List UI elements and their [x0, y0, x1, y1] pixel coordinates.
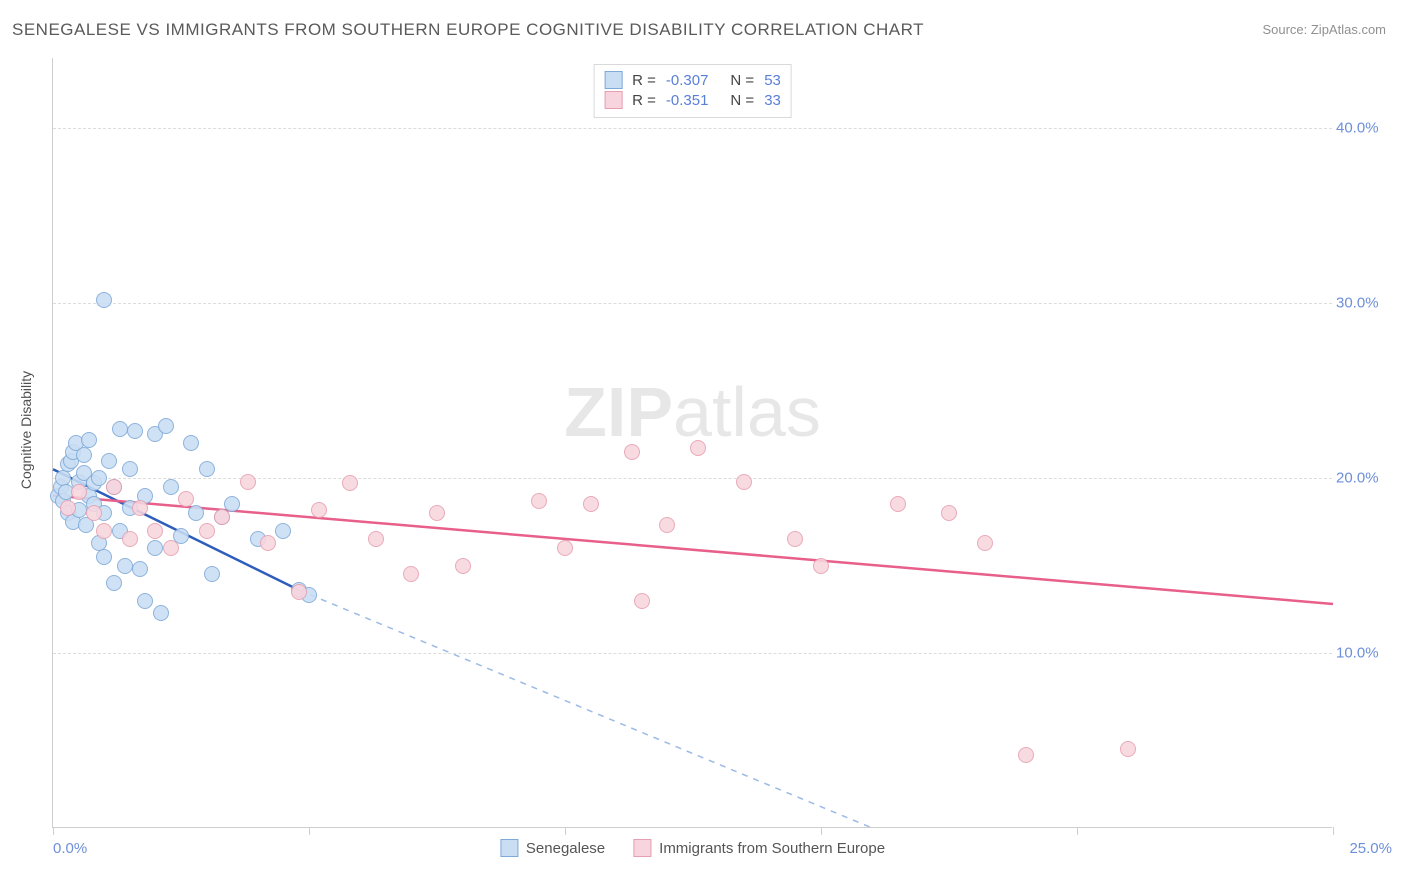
legend-item-1: Immigrants from Southern Europe [633, 839, 885, 857]
data-point-series-0 [96, 292, 112, 308]
data-point-series-1 [659, 517, 675, 533]
data-point-series-1 [60, 500, 76, 516]
data-point-series-0 [112, 421, 128, 437]
data-point-series-1 [557, 540, 573, 556]
data-point-series-1 [71, 484, 87, 500]
data-point-series-1 [291, 584, 307, 600]
data-point-series-1 [106, 479, 122, 495]
gridline-h [53, 653, 1332, 654]
chart-plot-area: ZIPatlas R = -0.307 N = 53 R = -0.351 N … [52, 58, 1332, 828]
data-point-series-1 [787, 531, 803, 547]
data-point-series-0 [158, 418, 174, 434]
trend-extrapolation-series-0 [299, 590, 872, 828]
data-point-series-1 [736, 474, 752, 490]
y-tick-label: 30.0% [1336, 295, 1396, 312]
bottom-legend: Senegalese Immigrants from Southern Euro… [500, 839, 885, 857]
data-point-series-1 [122, 531, 138, 547]
y-axis-title: Cognitive Disability [18, 371, 34, 489]
data-point-series-1 [163, 540, 179, 556]
data-point-series-1 [178, 491, 194, 507]
data-point-series-0 [76, 447, 92, 463]
data-point-series-1 [214, 509, 230, 525]
data-point-series-0 [132, 561, 148, 577]
data-point-series-0 [122, 461, 138, 477]
legend-label-1: Immigrants from Southern Europe [659, 840, 885, 857]
data-point-series-1 [941, 505, 957, 521]
data-point-series-0 [106, 575, 122, 591]
data-point-series-1 [368, 531, 384, 547]
data-point-series-1 [634, 593, 650, 609]
data-point-series-0 [81, 432, 97, 448]
data-point-series-1 [260, 535, 276, 551]
x-tick [1333, 827, 1334, 835]
data-point-series-1 [583, 496, 599, 512]
data-point-series-1 [429, 505, 445, 521]
x-tick [565, 827, 566, 835]
trend-line-series-1 [53, 496, 1333, 605]
data-point-series-0 [101, 453, 117, 469]
source-label: Source: ZipAtlas.com [1262, 22, 1386, 37]
data-point-series-1 [624, 444, 640, 460]
data-point-series-0 [275, 523, 291, 539]
x-tick-label-left: 0.0% [53, 840, 87, 857]
data-point-series-1 [531, 493, 547, 509]
data-point-series-0 [163, 479, 179, 495]
data-point-series-1 [147, 523, 163, 539]
data-point-series-0 [127, 423, 143, 439]
chart-title: SENEGALESE VS IMMIGRANTS FROM SOUTHERN E… [12, 20, 924, 40]
data-point-series-0 [199, 461, 215, 477]
legend-swatch-1 [633, 839, 651, 857]
data-point-series-1 [890, 496, 906, 512]
data-point-series-0 [147, 540, 163, 556]
y-tick-label: 40.0% [1336, 120, 1396, 137]
data-point-series-1 [311, 502, 327, 518]
data-point-series-0 [188, 505, 204, 521]
data-point-series-1 [403, 566, 419, 582]
y-tick-label: 20.0% [1336, 470, 1396, 487]
data-point-series-1 [977, 535, 993, 551]
data-point-series-1 [342, 475, 358, 491]
data-point-series-0 [153, 605, 169, 621]
data-point-series-1 [813, 558, 829, 574]
legend-swatch-0 [500, 839, 518, 857]
data-point-series-1 [455, 558, 471, 574]
data-point-series-1 [132, 500, 148, 516]
y-tick-label: 10.0% [1336, 645, 1396, 662]
gridline-h [53, 303, 1332, 304]
data-point-series-0 [91, 470, 107, 486]
gridline-h [53, 128, 1332, 129]
data-point-series-0 [137, 593, 153, 609]
data-point-series-1 [86, 505, 102, 521]
data-point-series-0 [117, 558, 133, 574]
data-point-series-1 [1018, 747, 1034, 763]
x-tick [1077, 827, 1078, 835]
x-tick [821, 827, 822, 835]
data-point-series-1 [96, 523, 112, 539]
data-point-series-1 [199, 523, 215, 539]
data-point-series-1 [1120, 741, 1136, 757]
data-point-series-1 [240, 474, 256, 490]
legend-item-0: Senegalese [500, 839, 605, 857]
legend-label-0: Senegalese [526, 840, 605, 857]
data-point-series-0 [183, 435, 199, 451]
data-point-series-1 [690, 440, 706, 456]
data-point-series-0 [96, 549, 112, 565]
x-tick [53, 827, 54, 835]
x-tick-label-right: 25.0% [1349, 840, 1392, 857]
data-point-series-0 [204, 566, 220, 582]
x-tick [309, 827, 310, 835]
